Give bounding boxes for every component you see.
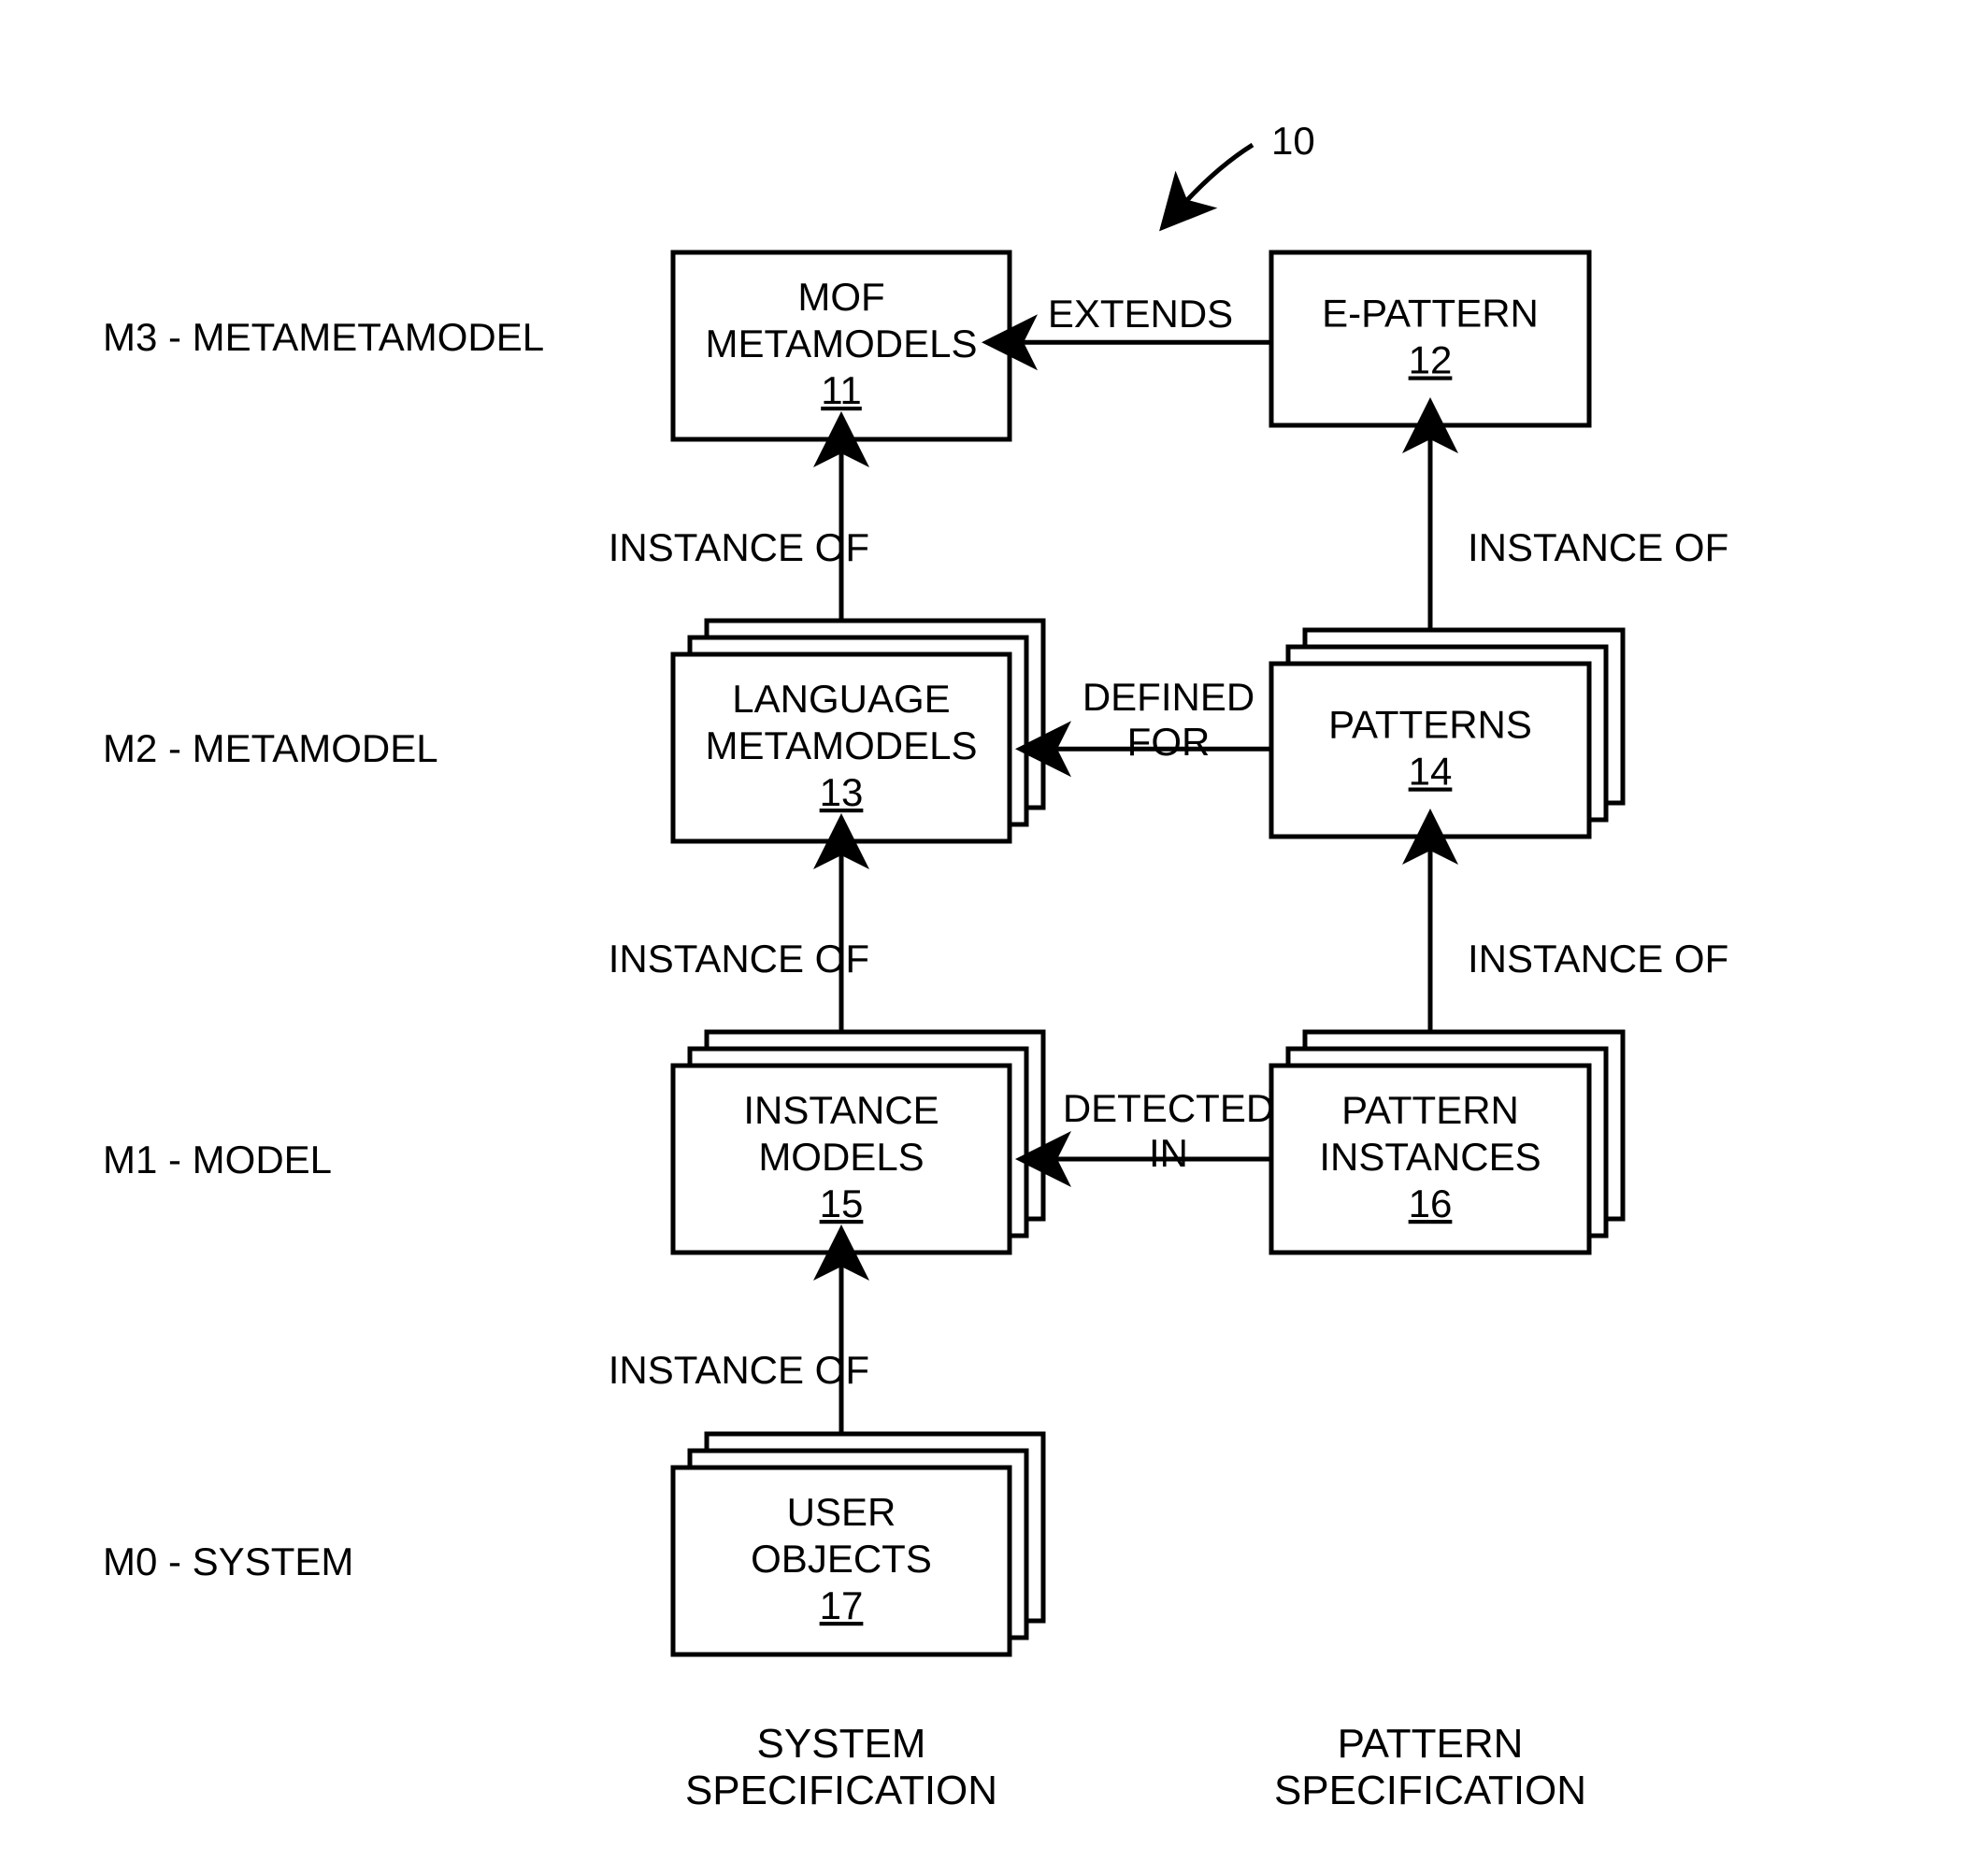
node-n17: USEROBJECTS17 <box>673 1434 1043 1654</box>
node-n12-title-0: E-PATTERN <box>1322 292 1539 336</box>
edge-n13-n11: INSTANCE OF <box>609 439 869 621</box>
node-n11-title-0: MOF <box>797 275 884 319</box>
edge-label: INSTANCE OF <box>609 525 869 569</box>
edge-n14-n12: INSTANCE OF <box>1430 425 1728 630</box>
edge-label: INSTANCE OF <box>609 1348 869 1392</box>
row-label-m0: M0 - SYSTEM <box>103 1539 353 1583</box>
edge-n15-n13: INSTANCE OF <box>609 841 869 1032</box>
column-label-right-2: SPECIFICATION <box>1274 1768 1586 1813</box>
node-n16-number: 16 <box>1409 1181 1453 1225</box>
node-n12: E-PATTERN12 <box>1271 252 1589 425</box>
node-n14: PATTERNS14 <box>1271 630 1623 837</box>
column-label-right-1: PATTERN <box>1338 1721 1524 1767</box>
node-n16: PATTERNINSTANCES16 <box>1271 1032 1623 1253</box>
node-n17-title-1: OBJECTS <box>751 1537 932 1581</box>
diagram-canvas: M3 - METAMETAMODEL M2 - METAMODEL M1 - MOD… <box>0 0 1964 1876</box>
node-n17-title-0: USER <box>787 1490 896 1534</box>
node-n15-number: 15 <box>820 1181 864 1225</box>
node-n14-title-0: PATTERNS <box>1328 703 1532 747</box>
edge-label: INSTANCE OF <box>1468 525 1728 569</box>
node-n11: MOFMETAMODELS11 <box>673 252 1010 439</box>
edge-label: INSTANCE OF <box>1468 937 1728 981</box>
node-n11-title-1: METAMODELS <box>706 322 978 365</box>
reference-arrow <box>1178 145 1253 210</box>
edge-n16-n14: INSTANCE OF <box>1430 837 1728 1032</box>
row-label-m2: M2 - METAMODEL <box>103 726 438 770</box>
figure-reference-number: 10 <box>1271 119 1315 163</box>
node-n13-number: 13 <box>820 770 864 814</box>
node-n15-title-0: INSTANCE <box>743 1088 939 1132</box>
node-n15-title-1: MODELS <box>758 1135 924 1179</box>
edge-n17-n15: INSTANCE OF <box>609 1253 869 1434</box>
column-label-left-2: SPECIFICATION <box>685 1768 997 1813</box>
node-n13-title-1: METAMODELS <box>706 723 978 767</box>
edge-n16-n15: DETECTEDIN <box>1043 1086 1274 1175</box>
edge-label: EXTENDS <box>1048 292 1233 336</box>
edge-n12-n11: EXTENDS <box>1010 292 1271 342</box>
edge-label: FOR <box>1127 720 1211 764</box>
row-label-m1: M1 - MODEL <box>103 1138 332 1181</box>
edge-label: DETECTED <box>1063 1086 1274 1130</box>
node-n13: LANGUAGEMETAMODELS13 <box>673 621 1043 841</box>
node-n11-number: 11 <box>821 368 862 412</box>
node-n14-number: 14 <box>1409 750 1453 794</box>
node-n17-number: 17 <box>820 1583 864 1627</box>
node-n15: INSTANCEMODELS15 <box>673 1032 1043 1253</box>
edge-n14-n13: DEFINEDFOR <box>1043 675 1271 764</box>
node-n16-title-0: PATTERN <box>1341 1088 1519 1132</box>
node-n16-title-1: INSTANCES <box>1319 1135 1541 1179</box>
edge-label: DEFINED <box>1082 675 1254 719</box>
node-n13-title-0: LANGUAGE <box>732 677 950 721</box>
node-n12-number: 12 <box>1409 338 1453 382</box>
edge-label: INSTANCE OF <box>609 937 869 981</box>
column-label-left-1: SYSTEM <box>757 1721 926 1767</box>
row-label-m3: M3 - METAMETAMODEL <box>103 315 544 359</box>
edge-label: IN <box>1149 1131 1188 1175</box>
